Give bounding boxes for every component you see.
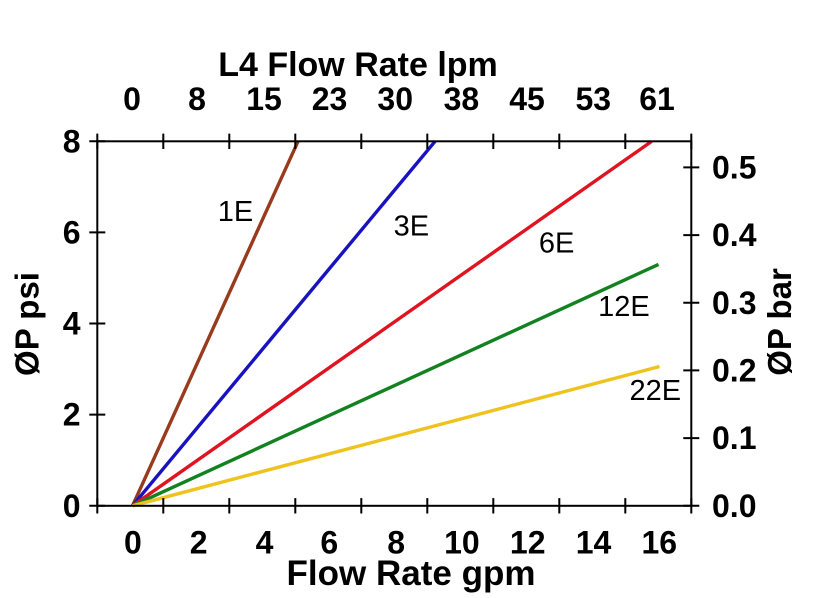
svg-text:61: 61	[639, 81, 675, 117]
svg-text:0.2: 0.2	[712, 352, 756, 388]
svg-text:3E: 3E	[394, 211, 429, 243]
svg-text:0.5: 0.5	[712, 149, 756, 185]
svg-text:23: 23	[312, 81, 348, 117]
svg-text:Flow Rate gpm: Flow Rate gpm	[287, 554, 536, 593]
svg-text:6: 6	[63, 214, 81, 250]
svg-text:0.0: 0.0	[712, 488, 756, 524]
svg-text:0.1: 0.1	[712, 420, 756, 456]
svg-text:8: 8	[63, 123, 81, 159]
svg-text:38: 38	[444, 81, 480, 117]
svg-text:15: 15	[246, 81, 282, 117]
svg-text:1E: 1E	[218, 196, 253, 228]
svg-text:2: 2	[190, 525, 208, 561]
svg-text:0: 0	[63, 488, 81, 524]
svg-text:16: 16	[642, 525, 678, 561]
svg-text:4: 4	[256, 525, 274, 561]
svg-text:8: 8	[188, 81, 206, 117]
svg-text:30: 30	[377, 81, 413, 117]
svg-text:22E: 22E	[630, 375, 682, 407]
svg-text:0.4: 0.4	[712, 217, 757, 253]
svg-text:ØP psi: ØP psi	[9, 272, 46, 376]
svg-text:2: 2	[63, 397, 81, 433]
svg-text:12E: 12E	[598, 291, 650, 323]
svg-text:0.3: 0.3	[712, 285, 756, 321]
svg-text:4: 4	[63, 306, 81, 342]
svg-text:6: 6	[320, 525, 338, 561]
svg-text:0: 0	[123, 81, 141, 117]
svg-text:45: 45	[509, 81, 545, 117]
svg-text:6E: 6E	[539, 228, 574, 260]
svg-text:53: 53	[576, 81, 612, 117]
svg-text:10: 10	[444, 525, 480, 561]
svg-text:0: 0	[124, 525, 142, 561]
svg-text:8: 8	[387, 525, 405, 561]
svg-text:ØP bar: ØP bar	[761, 268, 798, 376]
svg-text:14: 14	[576, 525, 612, 561]
svg-text:12: 12	[510, 525, 546, 561]
svg-text:L4 Flow Rate lpm: L4 Flow Rate lpm	[218, 46, 498, 84]
